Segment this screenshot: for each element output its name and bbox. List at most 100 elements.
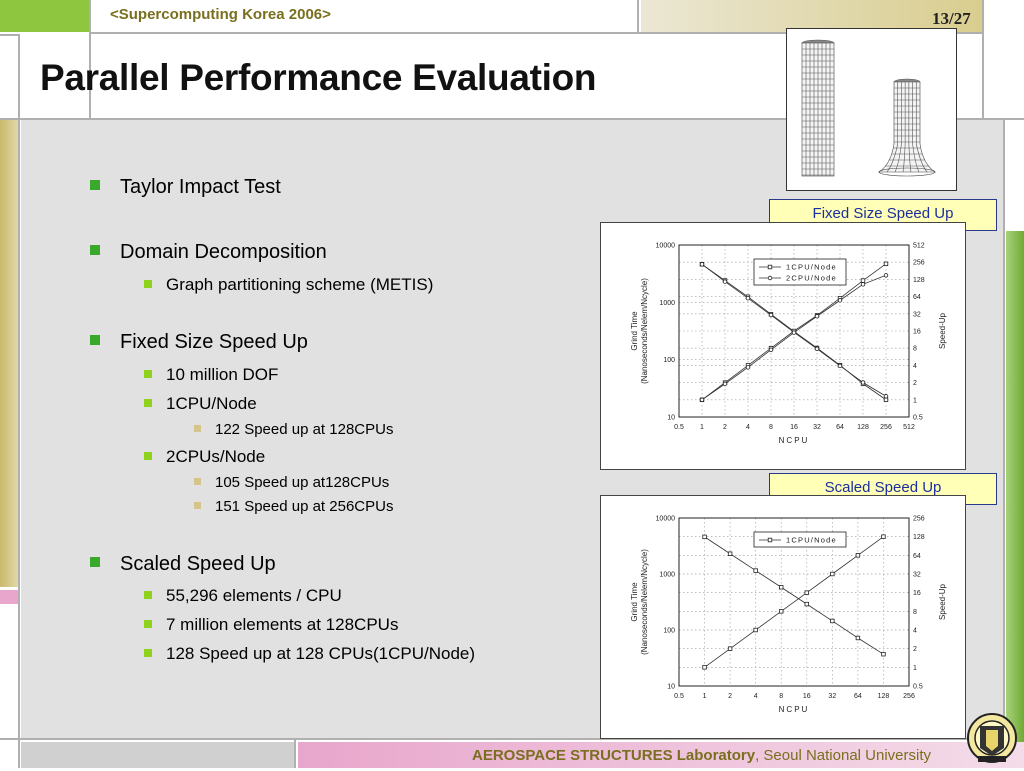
- side-accent-green: [1006, 231, 1024, 768]
- x-tick-label: 16: [790, 424, 798, 431]
- bullet-text: Graph partitioning scheme (METIS): [166, 275, 434, 294]
- bullet-marker-icon: [90, 180, 100, 190]
- legend-label: 2CPU/Node: [786, 274, 837, 283]
- side-accent-pink: [0, 590, 18, 604]
- bullet-text: 2CPUs/Node: [166, 447, 266, 466]
- y-left-tick-label: 10: [667, 684, 675, 691]
- bullet-text: Fixed Size Speed Up: [120, 331, 308, 353]
- cylinder-mesh-illustration: [801, 39, 936, 177]
- subsubbullet-two-cpu-speed1: 105 Speed up at128CPUs: [194, 474, 389, 491]
- bullet-text: 128 Speed up at 128 CPUs(1CPU/Node): [166, 644, 476, 663]
- data-point: [860, 278, 866, 283]
- data-point: [699, 262, 705, 267]
- data-point: [883, 273, 889, 278]
- university-logo-icon: [966, 712, 1018, 766]
- y-right-tick-label: 128: [913, 277, 925, 284]
- x-tick-label: 32: [828, 693, 836, 700]
- divider-line: [0, 738, 1024, 740]
- bullet-text: 10 million DOF: [166, 365, 279, 384]
- subsubbullet-two-cpu-speed2: 151 Speed up at 256CPUs: [194, 498, 393, 515]
- lab-name: AEROSPACE STRUCTURES Laboratory: [472, 747, 756, 764]
- data-point: [883, 394, 889, 399]
- y-left-axis-label: Grind Time(Nanoseconds/Nelem/Ncycle): [630, 278, 649, 384]
- y-right-axis-label: Speed-Up: [938, 312, 947, 349]
- subbullet-speedup128: 128 Speed up at 128 CPUs(1CPU/Node): [144, 644, 475, 664]
- bullet-marker-icon: [144, 591, 152, 599]
- y-right-tick-label: 16: [913, 590, 921, 597]
- y-right-tick-label: 64: [913, 553, 921, 560]
- y-left-tick-label: 10000: [656, 516, 676, 523]
- data-point: [745, 365, 751, 370]
- x-tick-label: 8: [779, 693, 783, 700]
- data-point: [860, 282, 866, 287]
- x-tick-label: 32: [813, 424, 821, 431]
- y-right-tick-label: 2: [913, 380, 917, 387]
- x-axis-label: NCPU: [779, 436, 810, 445]
- bullet-marker-icon: [90, 557, 100, 567]
- data-point: [779, 609, 784, 614]
- mesh-image: [786, 28, 957, 191]
- y-right-tick-label: 512: [913, 243, 925, 250]
- x-tick-label: 2: [723, 424, 727, 431]
- slide-title: Parallel Performance Evaluation: [40, 57, 597, 98]
- subbullet-dof: 10 million DOF: [144, 365, 278, 385]
- data-point: [722, 279, 728, 284]
- y-right-tick-label: 1: [913, 397, 917, 404]
- divider-line: [0, 118, 1024, 120]
- y-right-tick-label: 4: [913, 363, 917, 370]
- divider-line: [982, 0, 984, 118]
- corner-accent-tan: [641, 0, 982, 32]
- data-point: [881, 651, 886, 657]
- bullet-text: Taylor Impact Test: [120, 176, 281, 198]
- x-tick-label: 8: [769, 424, 773, 431]
- bullet-text: 105 Speed up at128CPUs: [215, 474, 390, 491]
- divider-line: [89, 0, 91, 118]
- x-tick-label: 64: [836, 424, 844, 431]
- bullet-marker-icon: [144, 620, 152, 628]
- y-right-tick-label: 4: [913, 628, 917, 635]
- y-right-tick-label: 64: [913, 294, 921, 301]
- y-right-tick-label: 256: [913, 260, 925, 267]
- data-point: [745, 296, 751, 301]
- fixed-speedup-chart: 0.5 1 2 4 8 16 32 64 128 256 512 10 100 1000 10000 0.5 1…: [600, 222, 966, 470]
- plot-frame: [678, 244, 910, 418]
- fixed-speedup-plot: 0.5 1 2 4 8 16 32 64 128 256 512101001000100000.51…: [630, 243, 947, 446]
- bullet-text: 151 Speed up at 256CPUs: [215, 498, 394, 515]
- y-right-tick-label: 1: [913, 665, 917, 672]
- legend-box: [753, 258, 847, 286]
- bullet-marker-icon: [90, 335, 100, 345]
- data-point: [768, 312, 774, 318]
- y-left-axis-label: Grind Time(Nanoseconds/Nelem/Ncycle): [630, 549, 649, 655]
- y-right-tick-label: 8: [913, 609, 917, 616]
- footer-bar: [298, 742, 1024, 768]
- data-point: [883, 261, 889, 267]
- x-tick-label: 4: [746, 424, 750, 431]
- data-point: [702, 665, 707, 670]
- x-tick-label: 2: [728, 693, 732, 700]
- data-point: [804, 590, 809, 595]
- subbullet-million: 7 million elements at 128CPUs: [144, 615, 398, 635]
- x-axis-label: NCPU: [779, 705, 810, 714]
- bullet-marker-icon: [194, 502, 201, 509]
- bullet-text: 55,296 elements / CPU: [166, 586, 342, 605]
- bullet-text: 122 Speed up at 128CPUs: [215, 421, 394, 438]
- y-left-tick-label: 100: [663, 628, 675, 635]
- x-tick-label: 16: [803, 693, 811, 700]
- series-line: [704, 536, 884, 668]
- legend-marker: [767, 275, 773, 281]
- bullet-marker-icon: [90, 245, 100, 255]
- divider-line: [1003, 118, 1005, 768]
- y-right-tick-label: 128: [913, 534, 925, 541]
- bullet-text: 1CPU/Node: [166, 394, 257, 413]
- bullet-scaled: Scaled Speed Up: [90, 553, 276, 576]
- subsubbullet-one-cpu-speed: 122 Speed up at 128CPUs: [194, 421, 393, 438]
- bullet-marker-icon: [144, 649, 152, 657]
- data-point: [753, 568, 758, 573]
- legend-label: 1CPU/Node: [786, 263, 837, 272]
- legend-box: [753, 531, 847, 548]
- y-right-tick-label: 32: [913, 572, 921, 579]
- y-right-tick-label: 0.5: [913, 415, 923, 422]
- y-left-tick-label: 1000: [659, 300, 675, 307]
- y-right-tick-label: 2: [913, 646, 917, 653]
- tick-labels: 0.5 1 2 4 8 16 32 64 128 256 10 100 1000 10000 0.5 1 2 4 8…: [656, 516, 925, 701]
